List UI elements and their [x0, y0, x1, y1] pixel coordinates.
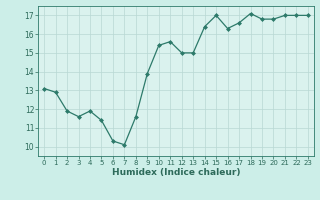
X-axis label: Humidex (Indice chaleur): Humidex (Indice chaleur): [112, 168, 240, 177]
